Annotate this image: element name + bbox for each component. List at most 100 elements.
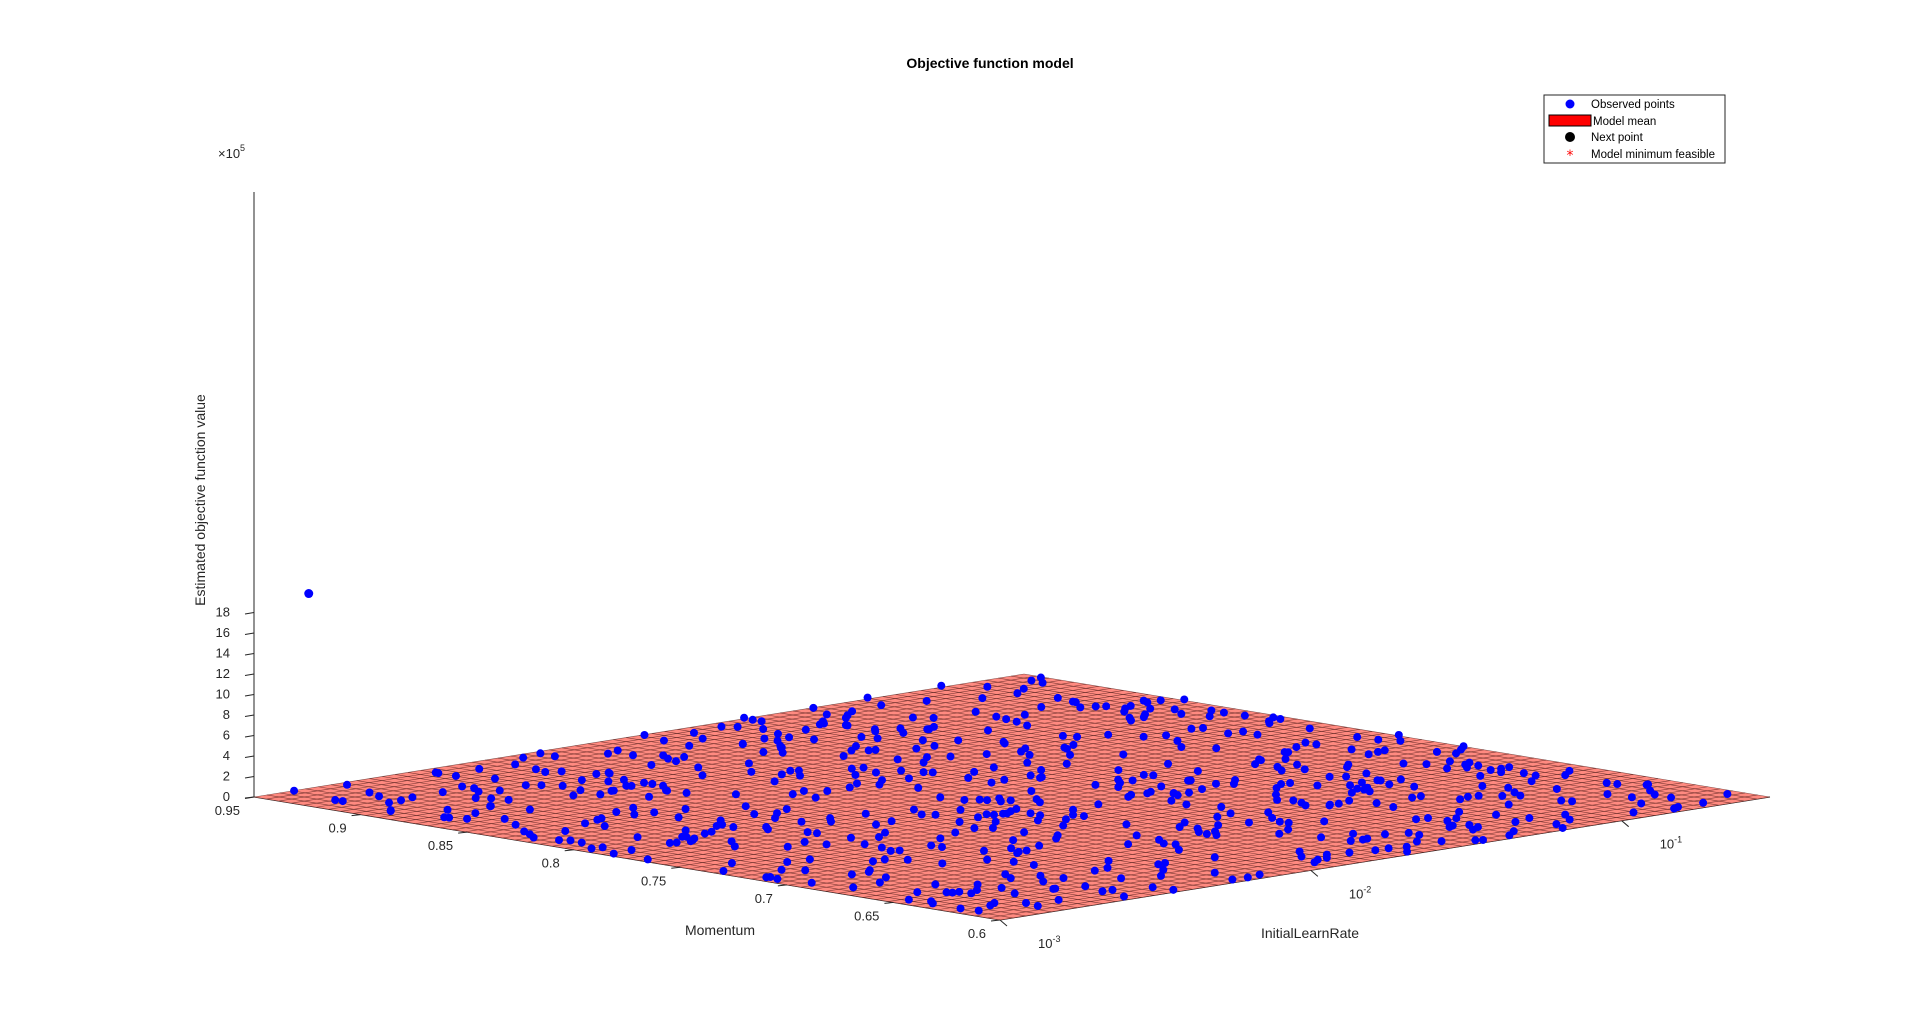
observed-point xyxy=(760,734,769,743)
observed-point xyxy=(1010,889,1019,898)
observed-point xyxy=(849,883,858,892)
observed-point xyxy=(992,712,1001,721)
observed-point xyxy=(1013,689,1022,698)
observed-point xyxy=(1486,766,1495,775)
observed-point xyxy=(1119,750,1128,759)
observed-point xyxy=(1504,783,1513,792)
observed-point xyxy=(1027,786,1036,795)
observed-point xyxy=(587,844,596,853)
observed-point xyxy=(1164,759,1173,768)
observed-point xyxy=(1456,745,1465,754)
observed-point xyxy=(674,813,683,822)
observed-point xyxy=(1297,798,1306,807)
observed-point xyxy=(917,810,926,819)
observed-point xyxy=(1035,841,1044,850)
z-tick-mark xyxy=(244,694,255,697)
observed-point xyxy=(956,904,965,913)
observed-point xyxy=(385,798,394,807)
observed-point xyxy=(719,866,728,875)
observed-point xyxy=(1161,858,1170,867)
observed-point xyxy=(707,827,716,836)
z-tick-label: 8 xyxy=(223,707,230,722)
observed-point xyxy=(1273,762,1282,771)
observed-point xyxy=(1193,767,1202,776)
observed-point xyxy=(1009,836,1018,845)
observed-point xyxy=(438,788,447,797)
observed-point xyxy=(1380,746,1389,755)
observed-point xyxy=(1313,855,1322,864)
observed-point xyxy=(487,794,496,803)
surface-mesh-line xyxy=(946,686,1694,810)
surface-mesh-line xyxy=(888,778,1659,902)
observed-point xyxy=(561,827,570,836)
observed-point xyxy=(729,823,738,832)
observed-point xyxy=(581,819,590,828)
observed-point xyxy=(1157,782,1166,791)
observed-point xyxy=(857,732,866,741)
observed-point xyxy=(525,805,534,814)
y-axis-label: Momentum xyxy=(685,922,755,938)
observed-point xyxy=(1177,743,1186,752)
observed-point xyxy=(931,810,940,819)
observed-point xyxy=(1497,764,1506,773)
observed-point xyxy=(803,828,812,837)
observed-point xyxy=(1474,791,1483,800)
observed-point xyxy=(1342,772,1351,781)
observed-point xyxy=(843,711,852,720)
observed-point xyxy=(1210,868,1219,877)
observed-point xyxy=(431,768,440,777)
observed-point xyxy=(1498,791,1507,800)
y-tick-label: 0.9 xyxy=(328,821,346,836)
y-tick-mark xyxy=(244,796,255,799)
observed-point xyxy=(785,733,794,742)
observed-point xyxy=(1516,791,1525,800)
observed-point xyxy=(1025,750,1034,759)
observed-point xyxy=(1404,828,1413,837)
observed-point xyxy=(1224,729,1233,738)
observed-point xyxy=(612,807,621,816)
observed-point xyxy=(1020,710,1029,719)
observed-point xyxy=(983,796,992,805)
observed-point xyxy=(1325,800,1334,809)
y-tick-mark xyxy=(351,814,361,817)
observed-point xyxy=(786,766,795,775)
z-tick-label: 4 xyxy=(223,748,230,763)
observed-point xyxy=(731,790,740,799)
x-tick-mark xyxy=(999,919,1008,927)
x-tick-exponent: -3 xyxy=(1052,934,1060,944)
observed-point xyxy=(1170,705,1179,714)
observed-point xyxy=(629,803,638,812)
observed-point xyxy=(809,703,818,712)
observed-point xyxy=(1079,812,1088,821)
observed-point xyxy=(955,887,964,896)
observed-point xyxy=(996,797,1005,806)
observed-point xyxy=(974,813,983,822)
legend-model-mean-label: Model mean xyxy=(1593,116,1656,128)
observed-point xyxy=(627,845,636,854)
observed-point xyxy=(550,752,559,761)
observed-point xyxy=(942,888,951,897)
z-multiplier-exp: 5 xyxy=(240,143,245,153)
observed-point xyxy=(766,873,775,882)
observed-point xyxy=(1022,898,1031,907)
observed-point xyxy=(1317,833,1326,842)
observed-point xyxy=(747,767,756,776)
observed-point xyxy=(1211,827,1220,836)
observed-point xyxy=(987,778,996,787)
z-tick-label: 10 xyxy=(216,687,230,702)
z-tick-label: 0 xyxy=(223,789,230,804)
y-tick-label: 0.85 xyxy=(428,838,453,853)
observed-point xyxy=(776,741,785,750)
observed-point xyxy=(1173,736,1182,745)
observed-point xyxy=(375,792,384,801)
observed-point xyxy=(918,736,927,745)
observed-point xyxy=(938,843,947,852)
observed-point xyxy=(640,730,649,739)
observed-point xyxy=(783,857,792,866)
observed-point xyxy=(1295,847,1304,856)
observed-point xyxy=(997,883,1006,892)
observed-point xyxy=(1531,771,1540,780)
observed-point xyxy=(629,751,638,760)
observed-point xyxy=(1000,775,1009,784)
observed-point xyxy=(1478,782,1487,791)
